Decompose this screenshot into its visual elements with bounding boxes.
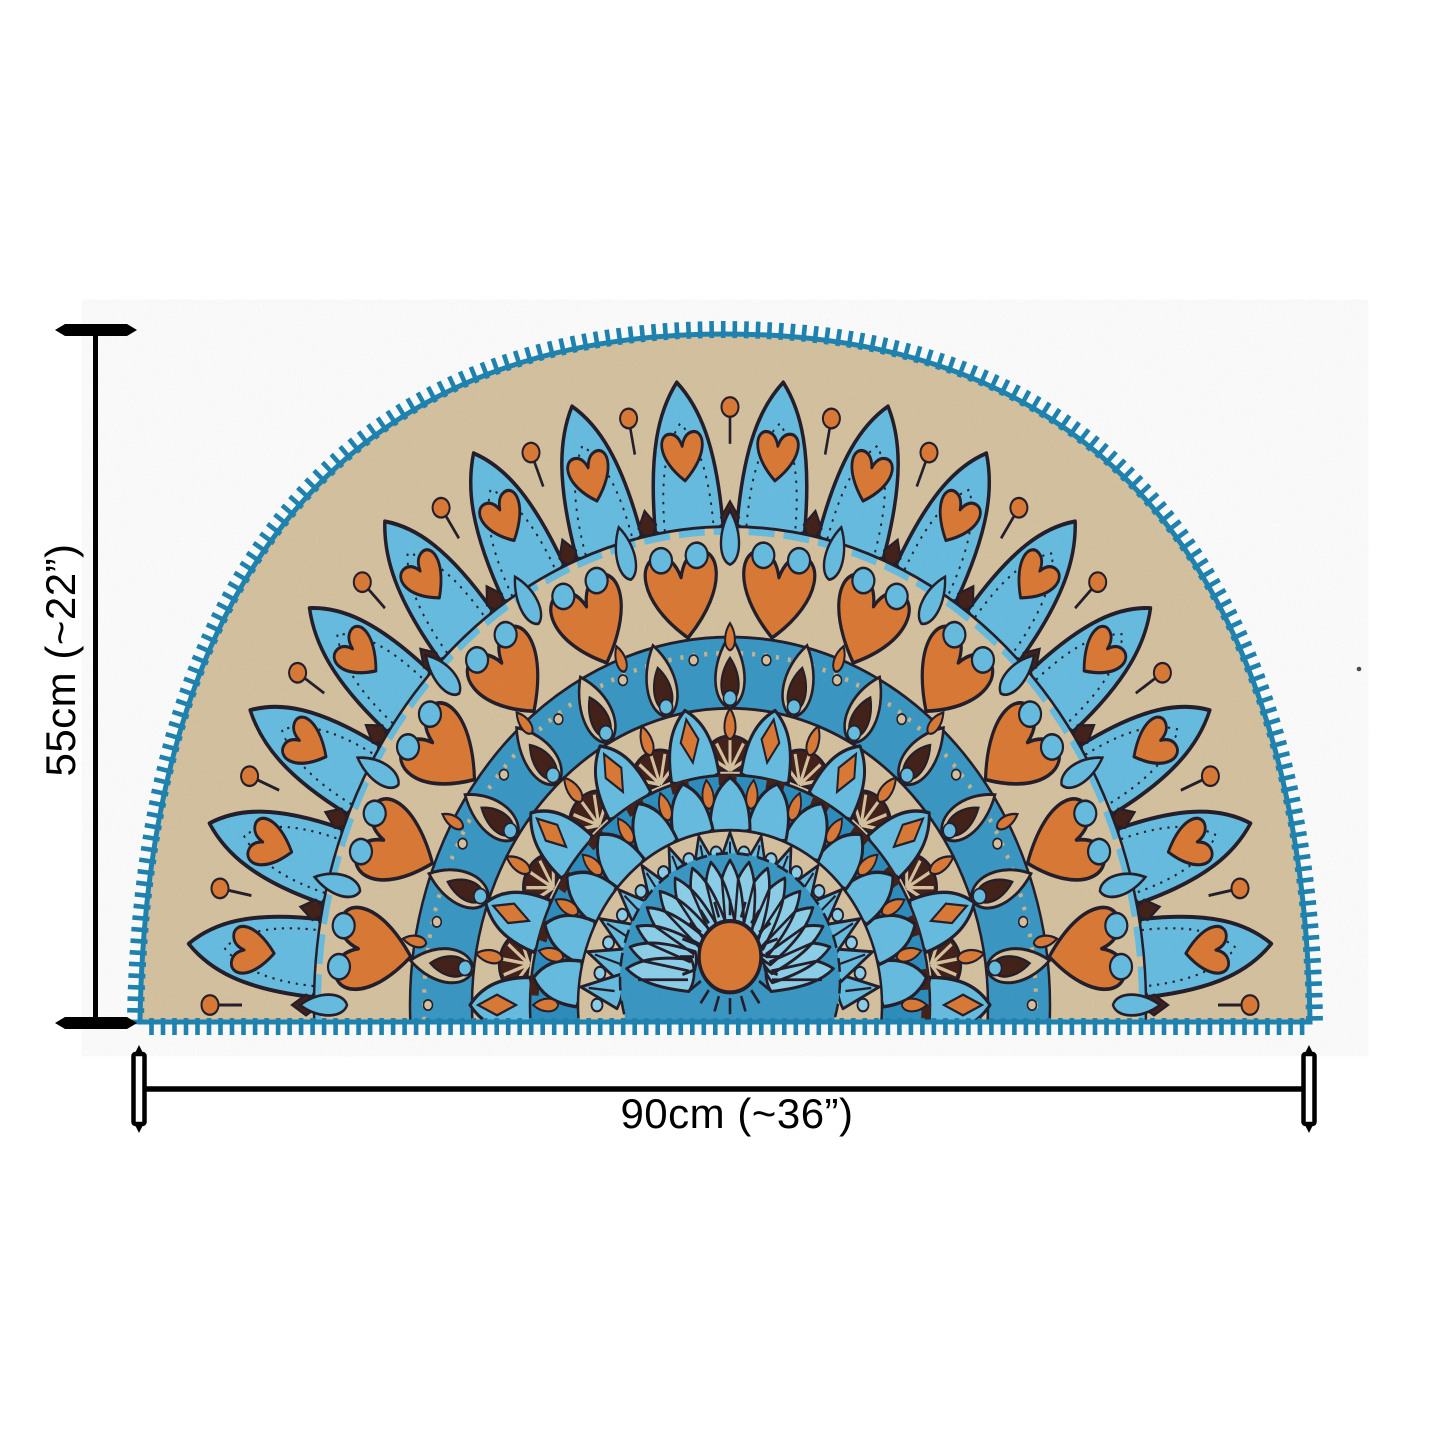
- width-dim-right-cap: [1301, 1045, 1317, 1133]
- height-dim-label: 55cm (~22”): [37, 543, 84, 776]
- speck: [1356, 666, 1362, 672]
- rug: [126, 321, 1323, 1035]
- height-dim-top-cap: [55, 324, 137, 336]
- stitch-border: [126, 321, 1323, 1035]
- height-dim-bottom-cap: [55, 1017, 137, 1029]
- width-dim-label: 90cm (~36”): [620, 1090, 853, 1137]
- dimension-annotations: 55cm (~22”) 90cm (~36”): [37, 324, 1362, 1137]
- height-dimension: 55cm (~22”): [37, 324, 137, 1029]
- width-dimension: 90cm (~36”): [131, 1045, 1317, 1137]
- width-dim-left-cap: [131, 1045, 147, 1133]
